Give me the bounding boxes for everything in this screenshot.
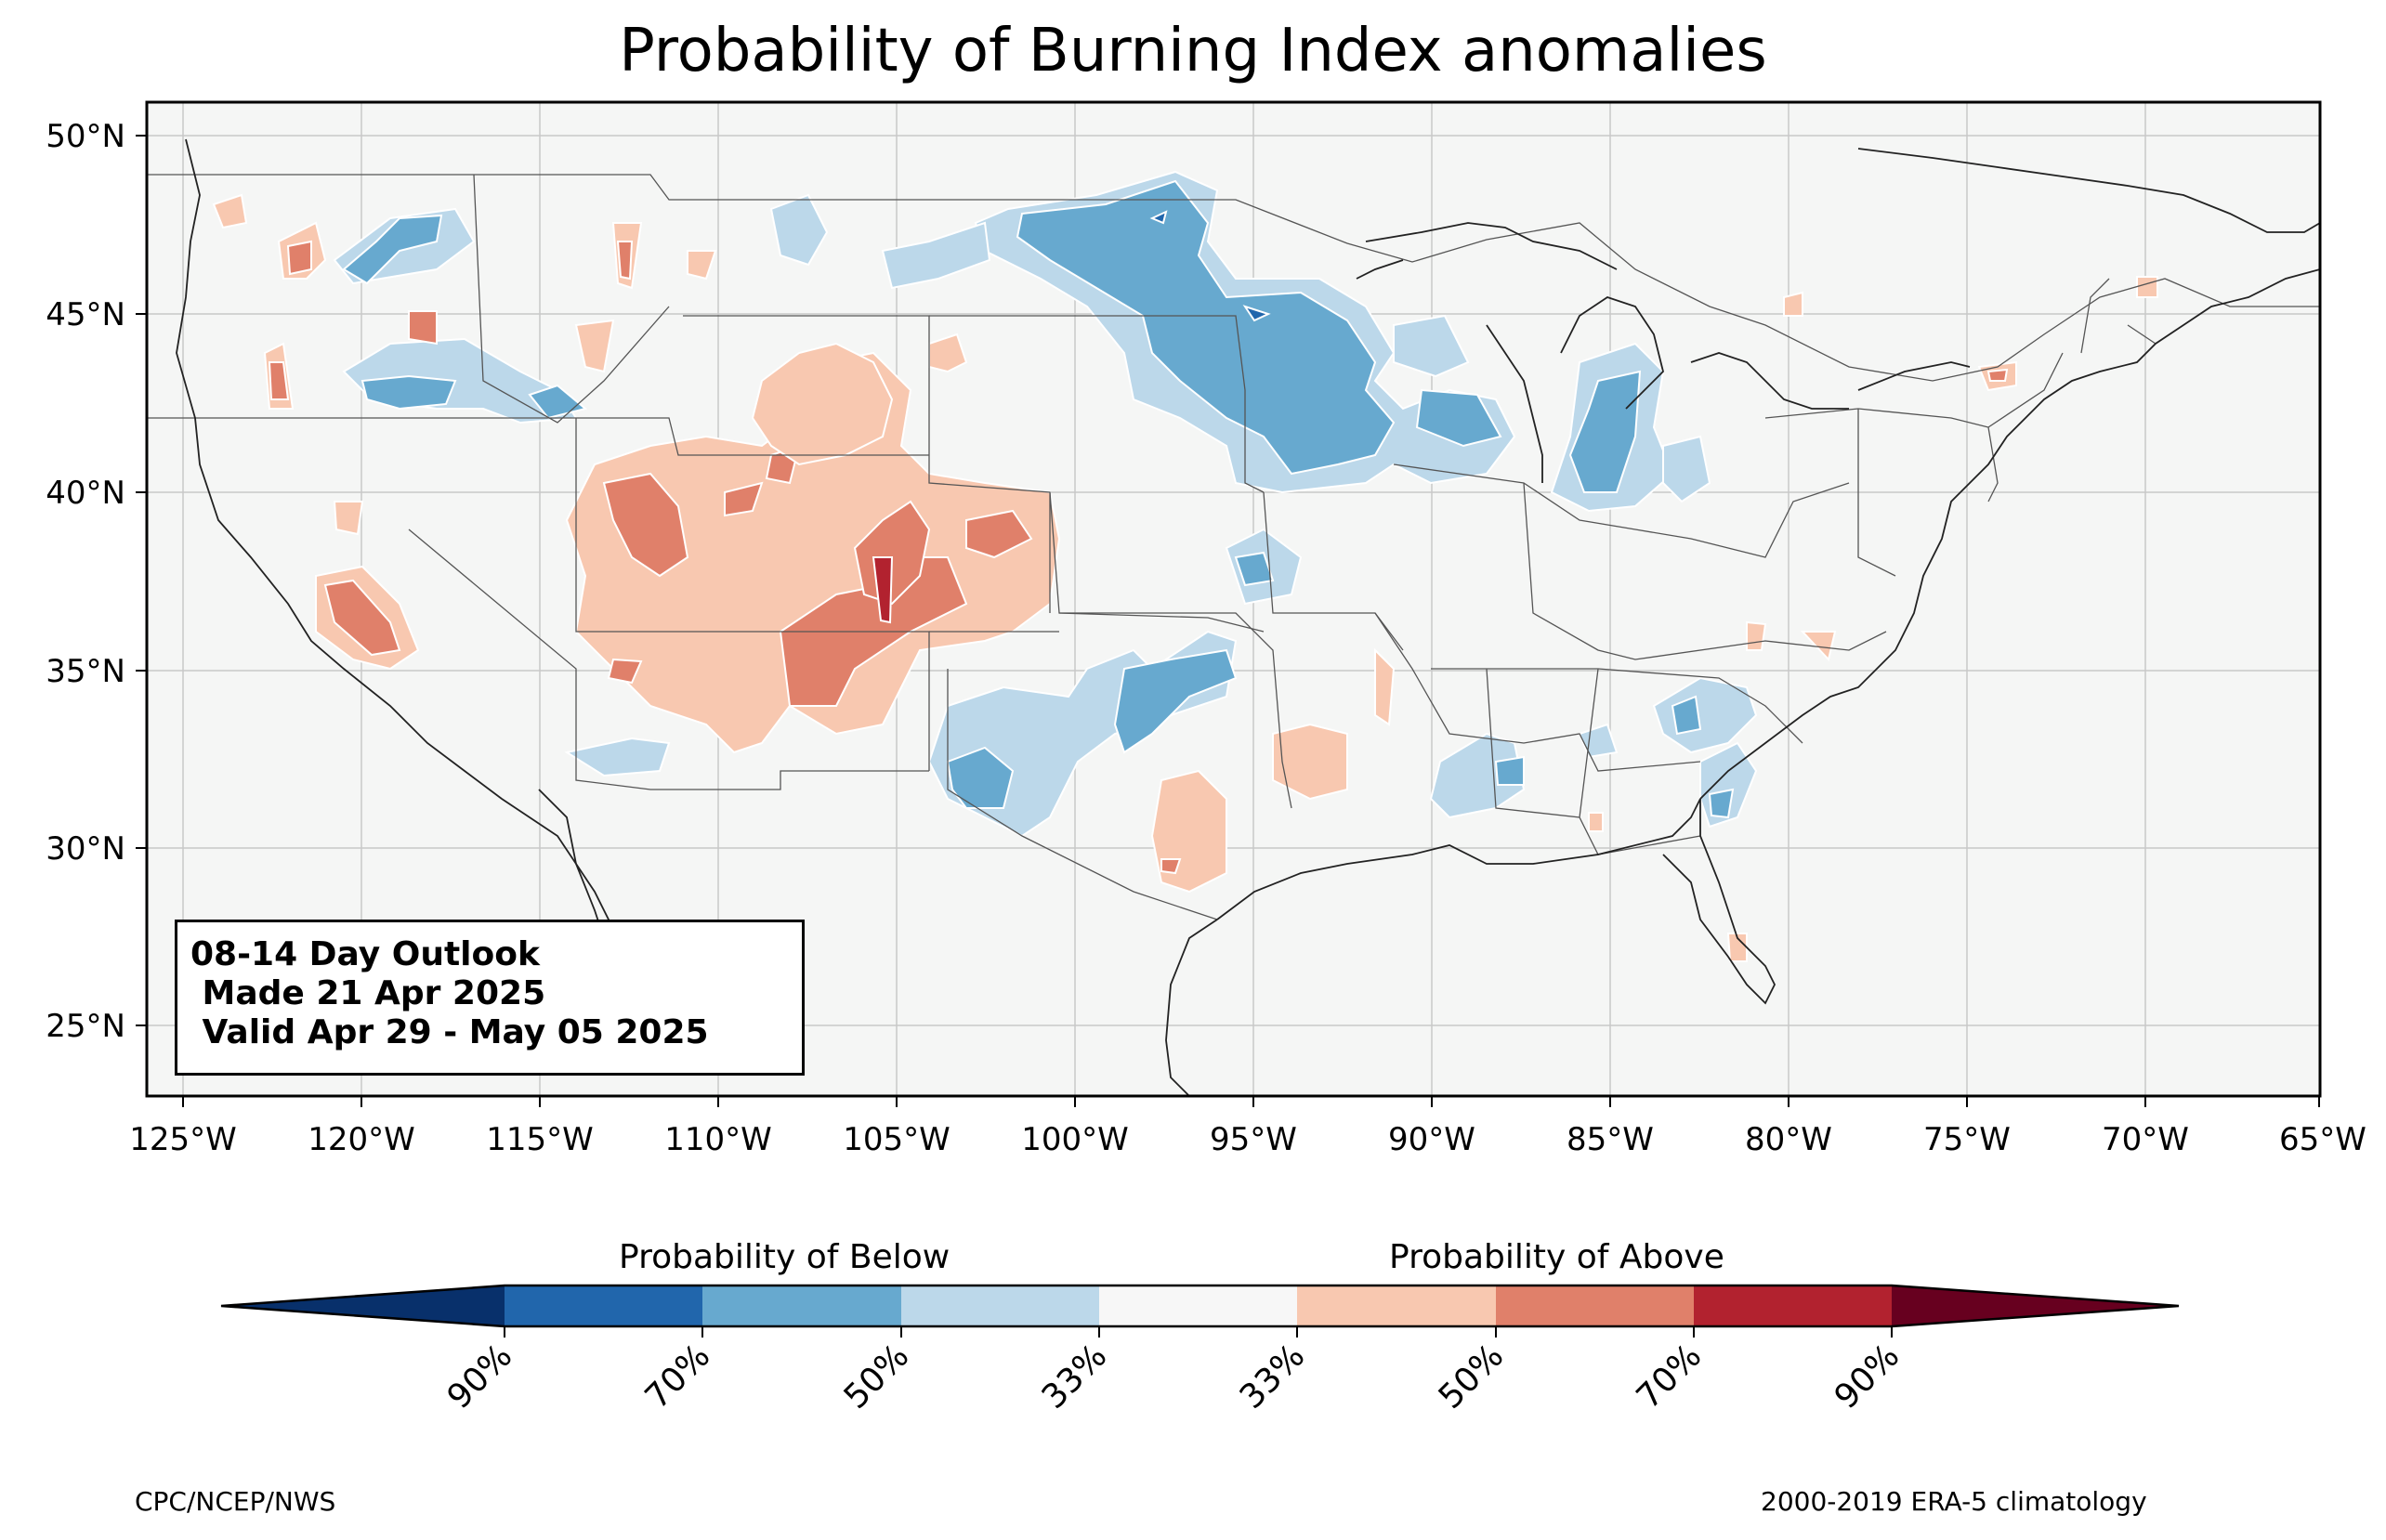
lon-tick-label: 115°W <box>486 1121 594 1158</box>
lat-tick-label: 30°N <box>46 830 125 868</box>
lat-tick-label: 45°N <box>46 296 125 333</box>
colorbar-tick-label: 90% <box>440 1337 520 1416</box>
boundaries <box>147 174 2320 920</box>
colorbar-tick-label: 33% <box>1035 1337 1115 1416</box>
map-frame <box>145 100 2322 1098</box>
outlook-made-date: Made 21 Apr 2025 <box>190 974 546 1012</box>
lon-tick-marks <box>182 1096 2320 1107</box>
credit-agency: CPC/NCEP/NWS <box>135 1486 336 1517</box>
outlook-valid-range: Valid Apr 29 - May 05 2025 <box>190 1013 709 1051</box>
lon-tick-label: 80°W <box>1745 1121 1832 1158</box>
lat-tick-label: 50°N <box>46 118 125 155</box>
lon-tick-label: 110°W <box>664 1121 772 1158</box>
colorbar-segment <box>505 1286 702 1326</box>
colorbar-tick-label: 70% <box>638 1337 718 1416</box>
lon-tick-label: 75°W <box>1923 1121 2011 1158</box>
colorbar-segment <box>1694 1286 1892 1326</box>
colorbar-tick-label: 50% <box>837 1337 917 1416</box>
lon-tick-label: 120°W <box>308 1121 415 1158</box>
lon-ticks: 125°W 120°W 115°W 110°W 105°W 100°W 95°W… <box>129 1121 2366 1158</box>
credit-climatology: 2000-2019 ERA-5 climatology <box>1761 1486 2147 1517</box>
map-title: Probability of Burning Index anomalies <box>619 17 1767 85</box>
lon-tick-label: 90°W <box>1388 1121 1475 1158</box>
lat-tick-label: 40°N <box>46 475 125 512</box>
lat-tick-label: 25°N <box>46 1008 125 1045</box>
lon-tick-label: 65°W <box>2279 1121 2366 1158</box>
colorbar-tick-label: 33% <box>1233 1337 1313 1416</box>
below-normal-regions <box>333 170 1758 838</box>
above-normal-regions <box>212 193 2158 962</box>
lat-ticks: 50°N 45°N 40°N 35°N 30°N 25°N <box>46 118 125 1045</box>
colorbar: 90% 70% 50% 33% 33% 50% 70% 90% <box>220 1284 2180 1416</box>
lon-tick-label: 85°W <box>1567 1121 1654 1158</box>
colorbar-segment <box>1099 1286 1297 1326</box>
lon-tick-label: 70°W <box>2102 1121 2189 1158</box>
lat-tick-marks <box>136 135 147 1026</box>
colorbar-tick-label: 50% <box>1432 1337 1512 1416</box>
colorbar-above-title: Probability of Above <box>1389 1238 1724 1276</box>
colorbar-below-title: Probability of Below <box>619 1238 950 1276</box>
colorbar-segment <box>221 1286 505 1326</box>
lon-tick-label: 125°W <box>129 1121 237 1158</box>
lat-tick-label: 35°N <box>46 653 125 690</box>
colorbar-segment <box>1297 1286 1496 1326</box>
lon-tick-label: 95°W <box>1210 1121 1297 1158</box>
colorbar-tick-label: 90% <box>1828 1337 1907 1416</box>
colorbar-segment <box>702 1286 901 1326</box>
colorbar-ticks <box>504 1326 1893 1338</box>
lon-tick-label: 100°W <box>1021 1121 1129 1158</box>
outlook-info-box: 08-14 Day Outlook Made 21 Apr 2025 Valid… <box>175 920 805 1076</box>
colorbar-segment <box>901 1286 1099 1326</box>
colorbar-segment <box>1496 1286 1694 1326</box>
lon-tick-label: 105°W <box>843 1121 950 1158</box>
coastlines <box>176 138 2320 1096</box>
colorbar-tick-label: 70% <box>1630 1337 1710 1416</box>
colorbar-segment <box>1892 1286 2179 1326</box>
outlook-title: 08-14 Day Outlook <box>190 935 540 973</box>
